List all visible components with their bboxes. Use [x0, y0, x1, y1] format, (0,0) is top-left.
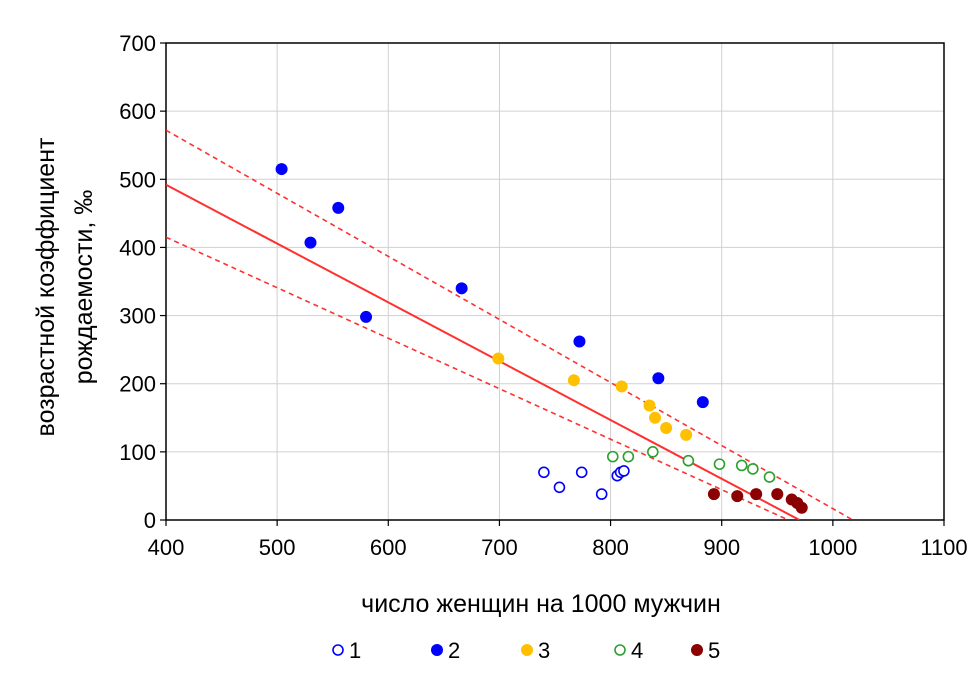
data-point-series-4 — [747, 463, 759, 475]
data-point-series-4 — [735, 459, 748, 472]
legend-marker-5 — [691, 644, 703, 656]
legend-label-5: 5 — [708, 638, 720, 663]
data-point-series-3 — [567, 374, 580, 387]
data-point-series-3 — [660, 422, 673, 435]
data-point-series-2 — [332, 201, 345, 214]
x-tick-label: 500 — [259, 535, 296, 560]
data-point-series-3 — [649, 411, 662, 424]
x-tick-label: 1100 — [920, 535, 967, 560]
y-tick-label: 0 — [144, 508, 156, 533]
plot-border — [165, 42, 945, 521]
x-tick-label: 1000 — [808, 535, 857, 560]
data-point-series-5 — [707, 488, 720, 501]
y-axis-title: возрастной коэффициент рождаемости, ‰ — [32, 137, 98, 436]
y-tick-label: 600 — [119, 99, 156, 124]
y-tick-label: 300 — [119, 304, 156, 329]
data-points — [275, 163, 808, 514]
y-tick-label: 500 — [119, 167, 156, 192]
legend-label-4: 4 — [631, 638, 643, 663]
y-tick-labels: 0 100 200 300 400 500 600 700 — [119, 31, 166, 533]
y-tick-label: 100 — [119, 440, 156, 465]
legend: 1 2 3 4 5 — [332, 638, 720, 663]
y-tick-label: 200 — [119, 372, 156, 397]
legend-label-1: 1 — [349, 638, 361, 663]
legend-label-3: 3 — [538, 638, 550, 663]
x-axis-title: число женщин на 1000 мужчин — [361, 590, 721, 618]
plot-frame — [165, 42, 945, 521]
x-tick-label: 700 — [481, 535, 518, 560]
data-point-series-2 — [652, 372, 665, 385]
data-point-series-2 — [360, 310, 373, 323]
x-tick-label: 600 — [370, 535, 407, 560]
data-point-series-3 — [643, 399, 656, 412]
x-tick-label: 800 — [592, 535, 629, 560]
grid — [166, 43, 944, 520]
x-tick-labels: 400 500 600 700 800 900 1000 1100 — [148, 520, 968, 560]
x-tick-label: 900 — [703, 535, 740, 560]
data-point-series-5 — [771, 488, 784, 501]
data-point-series-1 — [595, 488, 608, 500]
data-point-series-5 — [750, 488, 763, 501]
data-point-series-4 — [713, 458, 726, 470]
confidence-band-lower — [166, 236, 789, 520]
data-point-series-2 — [455, 282, 468, 295]
legend-label-2: 2 — [448, 638, 460, 663]
data-point-series-4 — [606, 450, 619, 463]
data-point-series-3 — [680, 428, 693, 441]
y-tick-label: 400 — [119, 235, 156, 260]
data-point-series-2 — [304, 236, 317, 249]
y-tick-label: 700 — [119, 31, 156, 56]
data-point-series-2 — [696, 396, 709, 409]
data-point-series-2 — [275, 163, 288, 176]
legend-marker-1 — [332, 644, 344, 656]
data-point-series-1 — [575, 466, 588, 479]
confidence-band-upper — [166, 129, 854, 520]
y-axis-title-line1: возрастной коэффициент — [32, 137, 60, 436]
data-point-series-1 — [618, 465, 630, 477]
y-axis-title-line2: рождаемости, ‰ — [70, 190, 98, 385]
legend-marker-2 — [431, 644, 443, 656]
data-point-series-5 — [795, 501, 808, 514]
data-point-series-5 — [731, 490, 744, 503]
data-point-series-3 — [615, 380, 628, 393]
data-point-series-2 — [573, 335, 586, 348]
legend-marker-3 — [521, 644, 533, 656]
regression-lines — [166, 129, 854, 520]
legend-marker-4 — [614, 644, 626, 656]
regression-line — [166, 183, 800, 520]
data-point-series-4 — [763, 471, 776, 483]
data-point-series-1 — [553, 481, 566, 494]
data-point-series-3 — [492, 352, 505, 365]
data-point-series-4 — [647, 446, 659, 458]
data-point-series-4 — [622, 450, 635, 463]
data-point-series-4 — [682, 454, 695, 467]
x-tick-label: 400 — [148, 535, 185, 560]
data-point-series-1 — [538, 466, 550, 479]
